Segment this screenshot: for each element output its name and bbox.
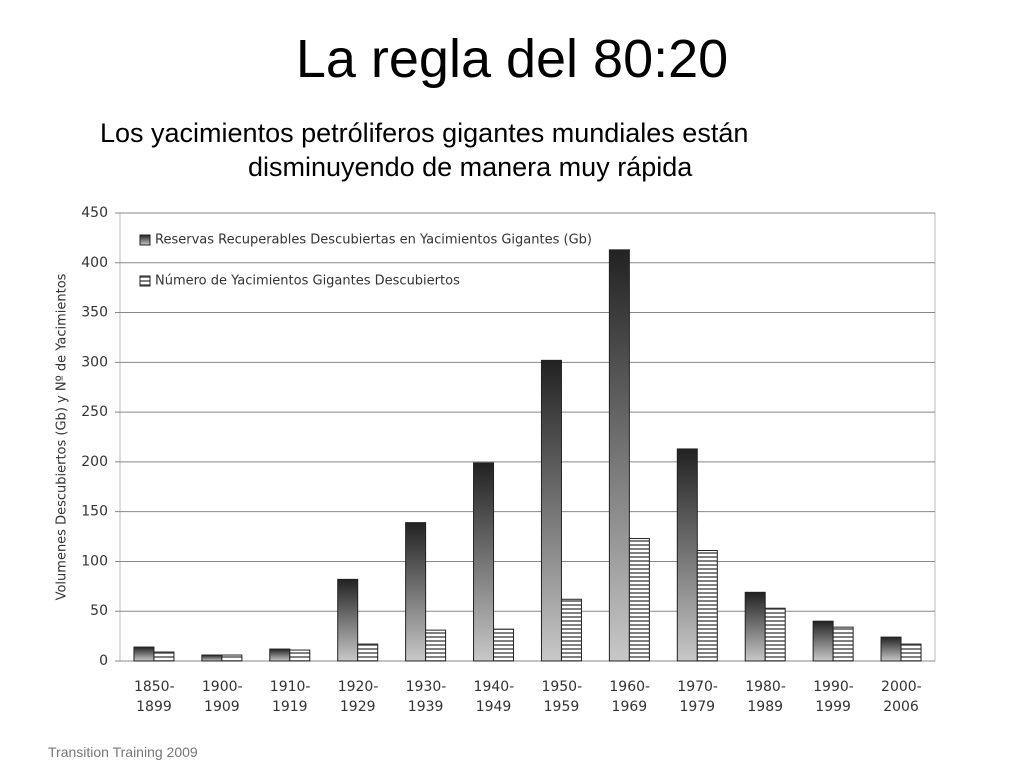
bar — [337, 578, 359, 662]
y-tick-label: 150 — [81, 504, 108, 520]
y-tick-label: 0 — [99, 653, 108, 669]
bar — [425, 629, 447, 662]
x-tick-label: 1970-1979 — [677, 679, 718, 715]
bar — [221, 654, 243, 662]
y-tick-label: 300 — [81, 354, 108, 370]
bar — [880, 636, 902, 662]
x-tick-label: 1930-1939 — [405, 679, 447, 715]
y-tick-label: 250 — [81, 404, 108, 420]
footer: Transition Training 2009 — [48, 744, 198, 760]
slide-subtitle: Los yacimientos petróliferos gigantes mu… — [100, 118, 749, 182]
bar — [405, 522, 427, 662]
legend-label: Reservas Recuperables Descubiertas en Ya… — [155, 233, 592, 248]
bar — [560, 598, 582, 662]
bar — [269, 648, 291, 662]
y-tick-label: 450 — [81, 205, 108, 221]
bar — [493, 628, 515, 662]
bar — [900, 643, 922, 662]
slide-title: La regla del 80:20 — [295, 29, 729, 89]
bar — [608, 249, 630, 662]
bar — [676, 448, 698, 662]
x-tick-label: 2000-2006 — [881, 679, 922, 715]
x-tick-label: 1910-1919 — [269, 679, 311, 715]
x-tick-label: 1960-1969 — [609, 679, 651, 715]
y-axis-title: Volumenes Descubiertos (Gb) y Nº de Yaci… — [55, 273, 70, 600]
x-tick-label: 1920-1929 — [337, 679, 379, 715]
x-tick-label: 1850-1899 — [133, 679, 175, 715]
x-tick-label: 1900-1909 — [201, 679, 243, 715]
bar — [289, 649, 311, 662]
y-tick-label: 50 — [90, 603, 108, 619]
x-tick-label: 1950-1959 — [541, 679, 583, 715]
bar — [540, 359, 562, 662]
y-tick-label: 100 — [81, 553, 108, 569]
bar — [133, 646, 155, 662]
y-tick-label: 350 — [81, 305, 108, 321]
bar — [628, 538, 650, 662]
bar — [764, 607, 786, 662]
x-tick-label: 1990-1999 — [813, 679, 854, 715]
x-tick-label: 1980-1989 — [745, 679, 786, 715]
bar — [473, 462, 495, 662]
bar — [744, 591, 766, 662]
bar — [357, 643, 379, 662]
legend-swatch — [139, 275, 151, 287]
bar — [153, 651, 175, 662]
x-tick-label: 1940-1949 — [473, 679, 515, 715]
bar — [812, 620, 834, 662]
bar — [832, 626, 854, 662]
legend-label: Número de Yacimientos Gigantes Descubier… — [155, 274, 460, 289]
y-tick-label: 200 — [81, 454, 108, 470]
y-tick-label: 400 — [81, 255, 108, 271]
bar — [201, 654, 223, 662]
legend-swatch — [139, 234, 151, 246]
bar — [696, 549, 718, 662]
